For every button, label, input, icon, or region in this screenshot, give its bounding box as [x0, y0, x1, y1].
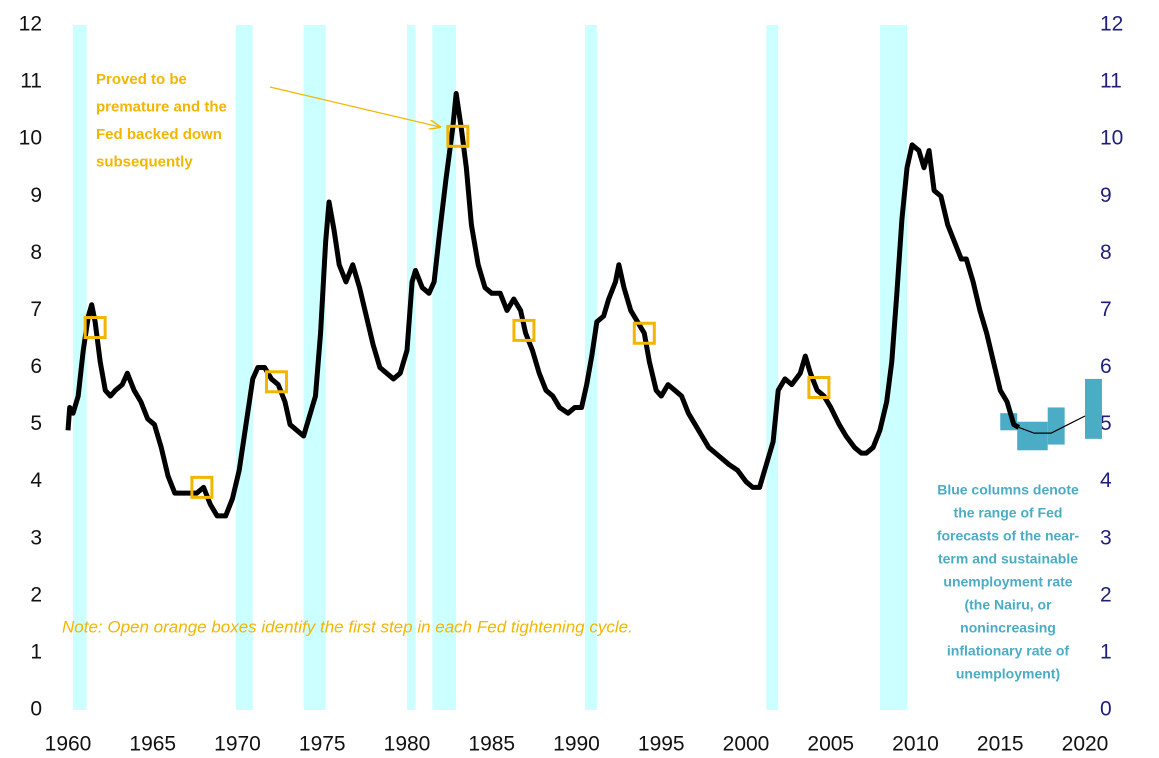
y-tick-label: 9 — [30, 184, 42, 207]
y2-tick-label: 1 — [1100, 640, 1112, 663]
y2-tick-label: 7 — [1100, 298, 1112, 321]
y-tick-label: 11 — [20, 70, 42, 93]
tightening-box — [264, 370, 288, 394]
y-tick-label: 7 — [30, 298, 42, 321]
x-tick-label: 1975 — [299, 733, 346, 756]
x-tick-label: 1960 — [45, 733, 92, 756]
y2-tick-label: 4 — [1100, 469, 1112, 492]
y2-tick-label: 11 — [1100, 70, 1122, 93]
y-tick-label: 6 — [30, 355, 42, 378]
recession-band — [303, 25, 326, 710]
x-tick-label: 1970 — [214, 733, 261, 756]
x-tick-label: 1990 — [553, 733, 600, 756]
y-tick-label: 3 — [30, 526, 42, 549]
x-tick-label: 1965 — [129, 733, 176, 756]
forecast-legend: (the Nairu, or — [964, 597, 1052, 613]
tightening-box — [446, 124, 470, 148]
forecast-range — [1047, 407, 1065, 445]
annotation: Fed backed down — [96, 126, 222, 143]
annotation: premature and the — [96, 98, 227, 115]
recession-band — [235, 25, 253, 710]
recession-band — [407, 25, 416, 710]
forecast-legend: the range of Fed — [954, 505, 1063, 521]
y-tick-label: 8 — [30, 241, 42, 264]
y-tick-label: 4 — [30, 469, 42, 492]
recession-band — [432, 25, 457, 710]
y2-tick-label: 2 — [1100, 583, 1112, 606]
y-tick-label: 10 — [19, 127, 42, 150]
x-tick-label: 2000 — [723, 733, 770, 756]
annotation-arrow — [269, 86, 440, 127]
y-tick-label: 1 — [30, 640, 42, 663]
forecast-line — [1018, 415, 1086, 434]
annotation: Proved to be — [96, 71, 187, 88]
y2-tick-label: 9 — [1100, 184, 1112, 207]
y-tick-label: 12 — [19, 13, 42, 36]
x-tick-label: 2020 — [1062, 733, 1109, 756]
y2-tick-label: 3 — [1100, 526, 1112, 549]
forecast-legend: nonincreasing — [960, 620, 1056, 636]
x-tick-label: 1985 — [468, 733, 515, 756]
y2-tick-label: 6 — [1100, 355, 1112, 378]
forecast-legend: Blue columns denote — [937, 482, 1079, 498]
tightening-box — [83, 316, 107, 340]
x-tick-label: 1995 — [638, 733, 685, 756]
y2-tick-label: 5 — [1100, 412, 1112, 435]
tightening-box — [190, 475, 214, 499]
recession-band — [766, 25, 779, 710]
y-tick-label: 0 — [30, 698, 42, 721]
tightening-box — [512, 318, 536, 342]
forecast-legend: unemployment rate — [943, 574, 1072, 590]
forecast-range — [1085, 378, 1102, 439]
y2-tick-label: 10 — [1100, 127, 1123, 150]
recession-bands — [73, 25, 908, 710]
forecast-range — [1017, 421, 1048, 451]
x-tick-label: 2015 — [977, 733, 1024, 756]
line-series — [65, 91, 1021, 519]
forecast-legend: forecasts of the near- — [937, 528, 1080, 544]
x-tick-label: 1980 — [384, 733, 431, 756]
y-tick-label: 2 — [30, 583, 42, 606]
y2-tick-label: 8 — [1100, 241, 1112, 264]
annotation: subsequently — [96, 153, 193, 170]
forecast-legend: unemployment) — [956, 666, 1060, 682]
x-tick-label: 2005 — [807, 733, 854, 756]
forecast-legend: term and sustainable — [938, 551, 1078, 567]
tightening-box — [632, 321, 656, 345]
tightening-box — [807, 375, 831, 399]
x-tick-label: 2010 — [892, 733, 939, 756]
forecast-legend: inflationary rate of — [947, 643, 1069, 659]
y2-tick-label: 0 — [1100, 698, 1112, 721]
y-tick-label: 5 — [30, 412, 42, 435]
note: Note: Open orange boxes identify the fir… — [62, 617, 633, 636]
y2-tick-label: 12 — [1100, 13, 1123, 36]
